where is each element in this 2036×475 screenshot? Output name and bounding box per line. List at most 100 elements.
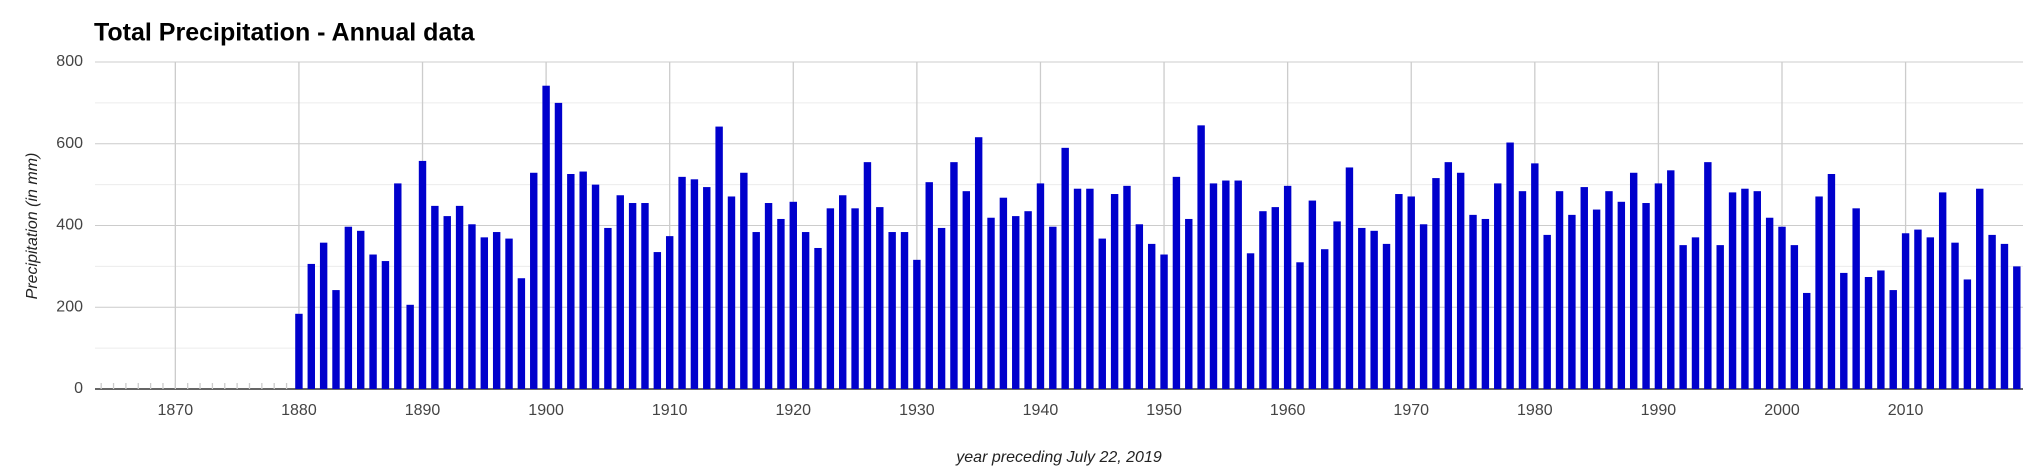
bar xyxy=(1605,191,1613,389)
bar xyxy=(1568,214,1576,389)
bar xyxy=(394,183,402,389)
y-axis-title: Precipitation (in mm) xyxy=(24,153,41,300)
bar xyxy=(1308,200,1317,389)
bar xyxy=(443,216,451,389)
x-tick-label: 1990 xyxy=(1641,402,1677,419)
bar xyxy=(1395,194,1403,389)
bar xyxy=(1209,183,1218,389)
bar xyxy=(1938,192,1947,389)
bar xyxy=(505,238,513,389)
bar xyxy=(1864,277,1873,389)
x-tick-label: 1900 xyxy=(528,402,564,419)
bar xyxy=(1197,125,1205,389)
chart-title: Total Precipitation - Annual data xyxy=(94,19,476,47)
bar xyxy=(999,197,1008,389)
bar xyxy=(1580,187,1588,389)
bar xyxy=(1271,207,1279,389)
bar xyxy=(1147,243,1156,389)
bar xyxy=(1073,188,1082,389)
bar xyxy=(1494,183,1502,389)
y-tick-label: 800 xyxy=(56,53,83,70)
bar xyxy=(715,126,723,390)
bar xyxy=(913,259,921,389)
x-tick-label: 1920 xyxy=(775,402,811,419)
bar xyxy=(1012,216,1020,389)
bar xyxy=(2000,243,2009,389)
bar xyxy=(530,172,538,389)
bar xyxy=(1259,211,1267,389)
bar xyxy=(1642,203,1650,389)
bar xyxy=(1852,208,1860,389)
bar xyxy=(1543,234,1551,389)
bar xyxy=(344,226,353,389)
bar xyxy=(406,304,414,389)
bar xyxy=(1741,188,1749,389)
bar xyxy=(1951,242,1959,389)
bar xyxy=(1358,227,1366,389)
bar xyxy=(1086,188,1094,389)
bar xyxy=(987,217,995,389)
bar xyxy=(1667,170,1675,389)
x-tick-label: 1960 xyxy=(1270,402,1306,419)
bar xyxy=(1432,178,1440,389)
bar xyxy=(1222,180,1230,389)
x-tick-label: 1870 xyxy=(158,402,194,419)
bar xyxy=(703,187,711,389)
bar xyxy=(1456,172,1465,389)
bar xyxy=(826,208,835,389)
bar xyxy=(604,227,612,389)
bar xyxy=(418,160,427,389)
bar xyxy=(1098,238,1106,389)
bar xyxy=(1469,214,1477,389)
bar xyxy=(1333,221,1341,389)
y-tick-label: 400 xyxy=(56,217,83,234)
bar xyxy=(801,232,810,389)
bar xyxy=(789,201,797,389)
bar xyxy=(1716,245,1724,389)
bar xyxy=(616,195,624,389)
bar xyxy=(974,137,983,389)
y-tick-label: 600 xyxy=(56,135,83,152)
x-tick-label: 1890 xyxy=(405,402,441,419)
bar xyxy=(1691,237,1700,389)
x-tick-label: 1940 xyxy=(1023,402,1059,419)
bar xyxy=(1321,249,1329,389)
bar xyxy=(1840,272,1848,389)
x-tick-label: 2010 xyxy=(1888,402,1924,419)
bar xyxy=(1617,201,1626,389)
bar xyxy=(1444,162,1453,389)
bar xyxy=(1753,191,1761,389)
bar xyxy=(455,205,464,389)
bar xyxy=(1382,243,1391,389)
bar xyxy=(1185,218,1193,389)
bar xyxy=(1555,191,1564,389)
y-tick-label: 0 xyxy=(74,380,83,397)
bar xyxy=(962,191,971,389)
bar xyxy=(665,236,674,389)
bar xyxy=(480,237,489,389)
bar xyxy=(1531,163,1539,389)
bar xyxy=(950,162,958,389)
bar xyxy=(2013,266,2021,389)
bar xyxy=(925,182,933,389)
bar xyxy=(1629,172,1638,389)
bar xyxy=(1778,226,1786,389)
bar xyxy=(567,173,575,389)
bar xyxy=(1765,217,1774,389)
bar xyxy=(1370,230,1378,389)
bar xyxy=(1914,229,1922,389)
x-tick-label: 1950 xyxy=(1146,402,1182,419)
bar xyxy=(851,208,859,389)
bar xyxy=(1815,196,1823,389)
bar xyxy=(1803,292,1811,389)
bar xyxy=(752,232,760,389)
y-tick-label: 200 xyxy=(56,298,83,315)
bar xyxy=(653,252,662,389)
bar xyxy=(876,207,884,389)
bar xyxy=(1592,209,1601,389)
bar xyxy=(579,171,587,389)
bar xyxy=(1679,245,1687,389)
bar xyxy=(1963,279,1972,389)
bar xyxy=(1901,233,1910,389)
